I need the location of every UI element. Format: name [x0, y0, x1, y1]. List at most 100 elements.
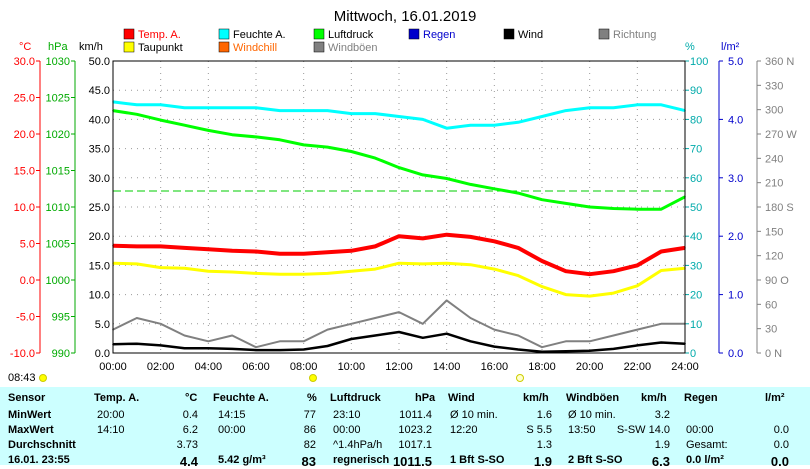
stat-gust-t: 13:50 — [568, 424, 596, 436]
legend-label: Richtung — [613, 29, 656, 41]
wind-tick: 10.0 — [89, 290, 110, 302]
data-point — [612, 207, 615, 210]
data-point — [159, 344, 162, 347]
data-point — [660, 208, 662, 210]
stat-gust-v: 1.9 — [654, 439, 670, 451]
series-line-1 — [112, 261, 686, 298]
data-point — [255, 106, 257, 109]
data-point — [398, 331, 400, 333]
humidity-tick: 80 — [690, 114, 702, 126]
data-point — [279, 252, 281, 255]
wind-tick: 25.0 — [89, 202, 110, 214]
pressure-tick: 1025 — [46, 93, 70, 105]
data-point — [183, 267, 186, 270]
stat-hum-v: 83 — [301, 454, 316, 469]
header-rain-unit: l/m² — [765, 392, 785, 404]
data-point — [207, 340, 210, 343]
data-point — [517, 334, 519, 337]
stat-rain-v: 0.0 — [773, 439, 789, 451]
data-point — [469, 340, 472, 343]
data-point — [279, 340, 281, 343]
data-point — [636, 328, 639, 331]
data-point — [350, 323, 353, 325]
rain-tick: 4.0 — [728, 114, 743, 126]
data-point — [374, 157, 376, 159]
data-point — [255, 250, 257, 253]
data-point — [207, 248, 210, 251]
direction-tick: 240 — [765, 153, 783, 165]
data-point — [517, 274, 519, 277]
stat-press-v: 1017.1 — [398, 439, 432, 451]
data-point — [469, 236, 472, 238]
stat-hum-t: 00:00 — [218, 424, 246, 436]
pressure-tick: 1010 — [46, 202, 70, 214]
stat-press-v: 1011.4 — [399, 409, 432, 421]
data-point — [612, 348, 615, 350]
data-point — [183, 334, 186, 337]
stat-press-t: regnerisch — [333, 454, 390, 466]
wind-tick: 35.0 — [89, 144, 110, 156]
data-point — [660, 323, 662, 325]
direction-tick: 300 — [765, 105, 783, 117]
stat-temp-v: 0.4 — [182, 409, 198, 421]
data-point — [159, 323, 162, 325]
data-point — [422, 263, 424, 265]
stat-gust-t: 2 Bft S-SO — [568, 454, 623, 466]
data-point — [612, 270, 615, 273]
data-point — [374, 112, 376, 115]
legend-label: Windböen — [328, 42, 378, 54]
wind-tick: 30.0 — [89, 173, 110, 185]
pressure-tick: 1020 — [46, 129, 70, 141]
legend-swatch — [313, 41, 325, 53]
data-point — [183, 124, 186, 127]
data-point — [588, 295, 591, 297]
data-point — [445, 299, 448, 302]
rain-tick: 3.0 — [728, 173, 743, 185]
data-point — [231, 348, 233, 350]
legend-label: Feuchte A. — [233, 29, 286, 41]
pressure-tick: 1015 — [46, 166, 70, 178]
data-point — [207, 106, 210, 109]
x-tick: 10:00 — [338, 361, 366, 373]
header-hum-unit: % — [307, 392, 317, 404]
pressure-tick: 1005 — [46, 239, 70, 251]
data-point — [636, 104, 639, 106]
data-point — [660, 269, 662, 272]
series-line-2 — [112, 100, 686, 130]
sunset-icon — [516, 374, 524, 382]
direction-tick: 30 — [765, 324, 777, 336]
header-press: Luftdruck — [330, 392, 381, 404]
data-point — [541, 260, 543, 262]
data-point — [469, 263, 472, 266]
direction-tick: 120 — [765, 251, 783, 263]
direction-tick: 210 — [765, 178, 783, 190]
x-tick: 02:00 — [147, 361, 175, 373]
stat-hum-v: 82 — [303, 439, 316, 451]
direction-tick: 150 — [765, 226, 783, 238]
humidity-tick: 20 — [690, 290, 702, 302]
temp-tick: -5.0 — [16, 312, 35, 324]
rain-unit: l/m² — [721, 41, 740, 53]
data-point — [302, 348, 305, 351]
legend-label: Luftdruck — [328, 29, 374, 41]
data-point — [136, 263, 138, 265]
data-point — [350, 270, 353, 273]
data-point — [302, 273, 305, 275]
data-point — [231, 250, 233, 252]
temp-tick: 5.0 — [20, 239, 35, 251]
data-point — [302, 340, 305, 343]
stat-hum-t: 5.42 g/m³ — [218, 454, 266, 466]
temp-tick: 10.0 — [14, 202, 35, 214]
x-tick: 20:00 — [576, 361, 604, 373]
data-point — [398, 166, 400, 169]
stat-rain-t: 00:00 — [686, 424, 714, 436]
pressure-tick: 990 — [52, 348, 70, 360]
stat-temp-v: 4.4 — [179, 454, 198, 469]
data-point — [541, 346, 543, 348]
data-point — [541, 198, 543, 201]
header-hum: Feuchte A. — [213, 392, 269, 404]
data-point — [660, 341, 662, 344]
data-point — [279, 273, 281, 275]
x-tick: 04:00 — [195, 361, 223, 373]
data-point — [517, 192, 519, 194]
